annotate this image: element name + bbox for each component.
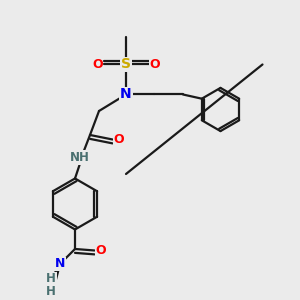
Text: O: O [95,244,106,257]
Text: H: H [46,272,56,286]
Text: S: S [121,58,131,71]
Text: N: N [120,88,132,101]
Text: O: O [92,58,103,71]
Text: N: N [55,257,65,271]
Text: O: O [113,133,124,146]
Text: NH: NH [70,151,89,164]
Text: H: H [46,285,56,298]
Text: O: O [149,58,160,71]
